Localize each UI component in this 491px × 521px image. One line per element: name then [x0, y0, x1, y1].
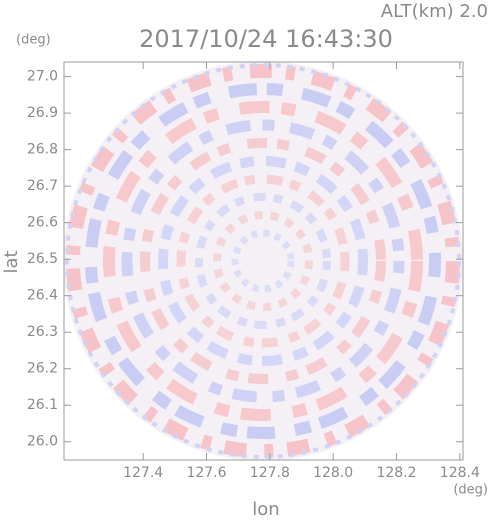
x-unit: (deg): [453, 483, 488, 498]
y-tick-label: 26.3: [27, 324, 58, 340]
y-tick-label: 26.9: [27, 105, 58, 121]
x-axis-label: lon: [252, 499, 279, 520]
x-tick-label: 128.2: [376, 465, 416, 481]
chart-title: 2017/10/24 16:43:30: [139, 25, 393, 53]
y-tick-label: 26.5: [27, 251, 58, 267]
y-tick-label: 26.6: [27, 215, 58, 231]
y-tick-label: 26.2: [27, 361, 58, 377]
x-tick-label: 127.4: [123, 465, 163, 481]
y-tick-label: 26.7: [27, 178, 58, 194]
y-tick-label: 26.4: [27, 288, 58, 304]
y-tick-label: 27.0: [27, 69, 58, 85]
y-tick-label: 26.1: [27, 397, 58, 413]
plot-frame: [63, 61, 464, 461]
x-tick-label: 128.0: [313, 465, 353, 481]
y-tick-label: 26.8: [27, 142, 58, 158]
altitude-label: ALT(km) 2.0: [381, 1, 488, 22]
x-tick-label: 128.4: [440, 465, 480, 481]
radar-field: [63, 61, 463, 461]
y-unit: (deg): [16, 33, 51, 48]
y-axis-label: lat: [1, 250, 22, 273]
y-tick-label: 26.0: [27, 434, 58, 450]
x-tick-label: 127.6: [186, 465, 226, 481]
x-tick-label: 127.8: [250, 465, 290, 481]
